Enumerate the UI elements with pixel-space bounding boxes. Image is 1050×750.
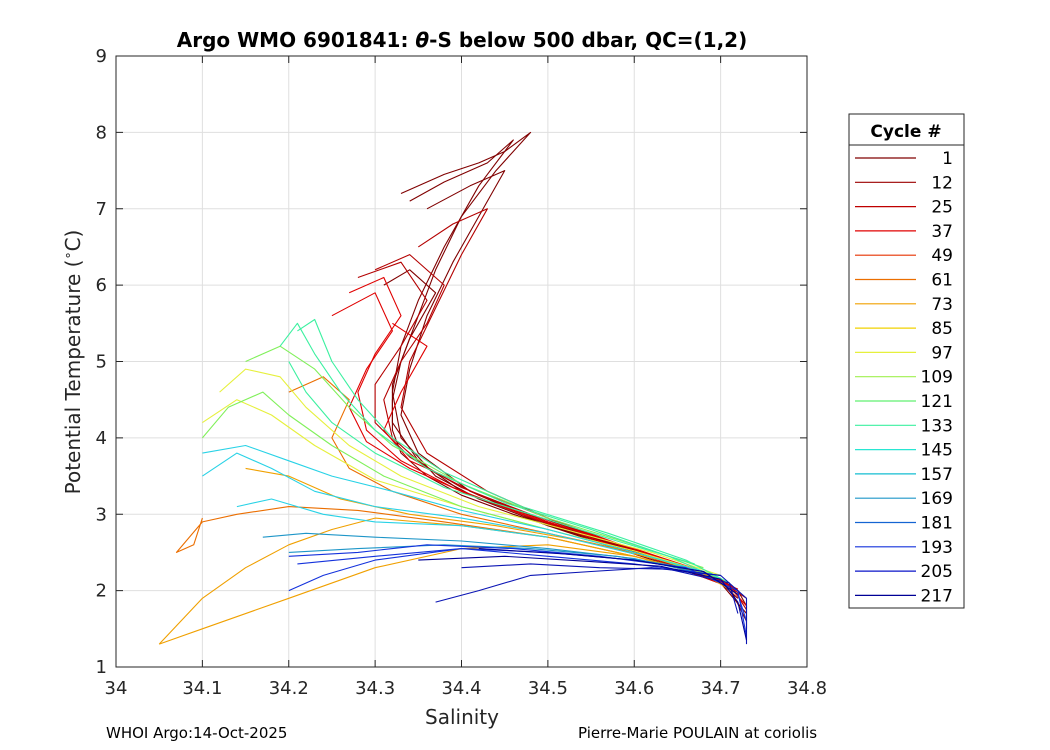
profile-line [202, 452, 635, 555]
y-tick-label: 2 [96, 581, 107, 602]
y-tick-label: 8 [96, 122, 107, 143]
profile-line [202, 399, 713, 575]
legend-entry-label: 37 [931, 222, 953, 242]
x-tick-label: 34.3 [355, 678, 395, 699]
y-tick-label: 1 [96, 657, 107, 678]
profile-line [202, 444, 704, 573]
profile-line [279, 322, 721, 580]
profile-line [236, 498, 548, 538]
legend-entry-label: 145 [921, 441, 953, 461]
profile-line [435, 567, 748, 645]
y-axis-ticks: 1 2 3 4 5 6 7 8 9 [96, 46, 807, 678]
x-tick-label: 34.5 [528, 678, 568, 699]
y-tick-label: 6 [96, 275, 107, 296]
profile-line [158, 517, 704, 645]
legend-entry-label: 97 [931, 343, 953, 363]
footer-credit-right: Pierre-Marie POULAIN at coriolis [578, 724, 818, 742]
y-tick-label: 4 [96, 428, 107, 449]
legend-box [848, 113, 965, 609]
x-tick-label: 34 [105, 678, 128, 699]
data-layer [158, 131, 748, 645]
x-tick-label: 34.7 [701, 678, 741, 699]
legend-entry-label: 12 [931, 173, 953, 193]
legend-entry-label: 217 [921, 586, 953, 606]
profile-line [288, 361, 695, 565]
profile-line [297, 318, 730, 584]
legend-entry-label: 73 [931, 295, 953, 315]
legend-entry-label: 169 [921, 489, 953, 509]
y-axis-label: Potential Temperature (∘C) [61, 230, 85, 495]
profile-line [348, 276, 747, 607]
chart-title: Argo WMO 6901841: θ-S below 500 dbar, QC… [177, 28, 747, 52]
y-tick-label: 3 [96, 504, 107, 525]
legend-entry-label: 85 [931, 319, 953, 339]
x-axis-ticks: 34 34.1 34.2 34.3 34.4 34.5 34.6 34.7 34.8 [105, 56, 827, 699]
footer-credit-left: WHOI Argo:14-Oct-2025 [106, 724, 288, 742]
y-tick-label: 5 [96, 352, 107, 373]
y-tick-label: 7 [96, 199, 107, 220]
legend-entry-label: 205 [921, 562, 953, 582]
legend-entry-label: 49 [931, 246, 953, 266]
legend-entry-label: 109 [921, 368, 953, 388]
legend-entry-label: 157 [921, 465, 953, 485]
x-tick-label: 34.1 [182, 678, 222, 699]
legend-entry-label: 133 [921, 416, 953, 436]
legend-entry-label: 193 [921, 538, 953, 558]
y-tick-label: 9 [96, 46, 107, 67]
legend-entry-label: 25 [931, 198, 953, 218]
legend-entries: 1 12 25 37 49 61 73 85 97 109 121 133 145 157 169 181 19… [855, 149, 953, 606]
profile-line [262, 532, 704, 575]
legend: Cycle # 1 12 25 37 49 61 73 85 97 109 121 133 145 157… [848, 113, 965, 609]
profile-line [461, 563, 739, 614]
legend-title: Cycle # [870, 122, 941, 142]
x-tick-label: 34.6 [614, 678, 654, 699]
legend-entry-label: 181 [921, 514, 953, 534]
x-tick-label: 34.8 [787, 678, 827, 699]
profile-line [245, 345, 704, 569]
legend-entry-label: 1 [942, 149, 953, 169]
profile-line [418, 555, 748, 641]
x-tick-label: 34.4 [441, 678, 481, 699]
profile-line [288, 544, 748, 637]
profile-line [219, 368, 721, 576]
profile-line [288, 544, 687, 569]
legend-entry-label: 61 [931, 271, 953, 291]
profile-line [478, 548, 739, 595]
x-axis-label: Salinity [425, 705, 499, 729]
x-tick-label: 34.2 [269, 678, 309, 699]
profile-line [245, 467, 721, 580]
legend-entry-label: 121 [921, 392, 953, 412]
